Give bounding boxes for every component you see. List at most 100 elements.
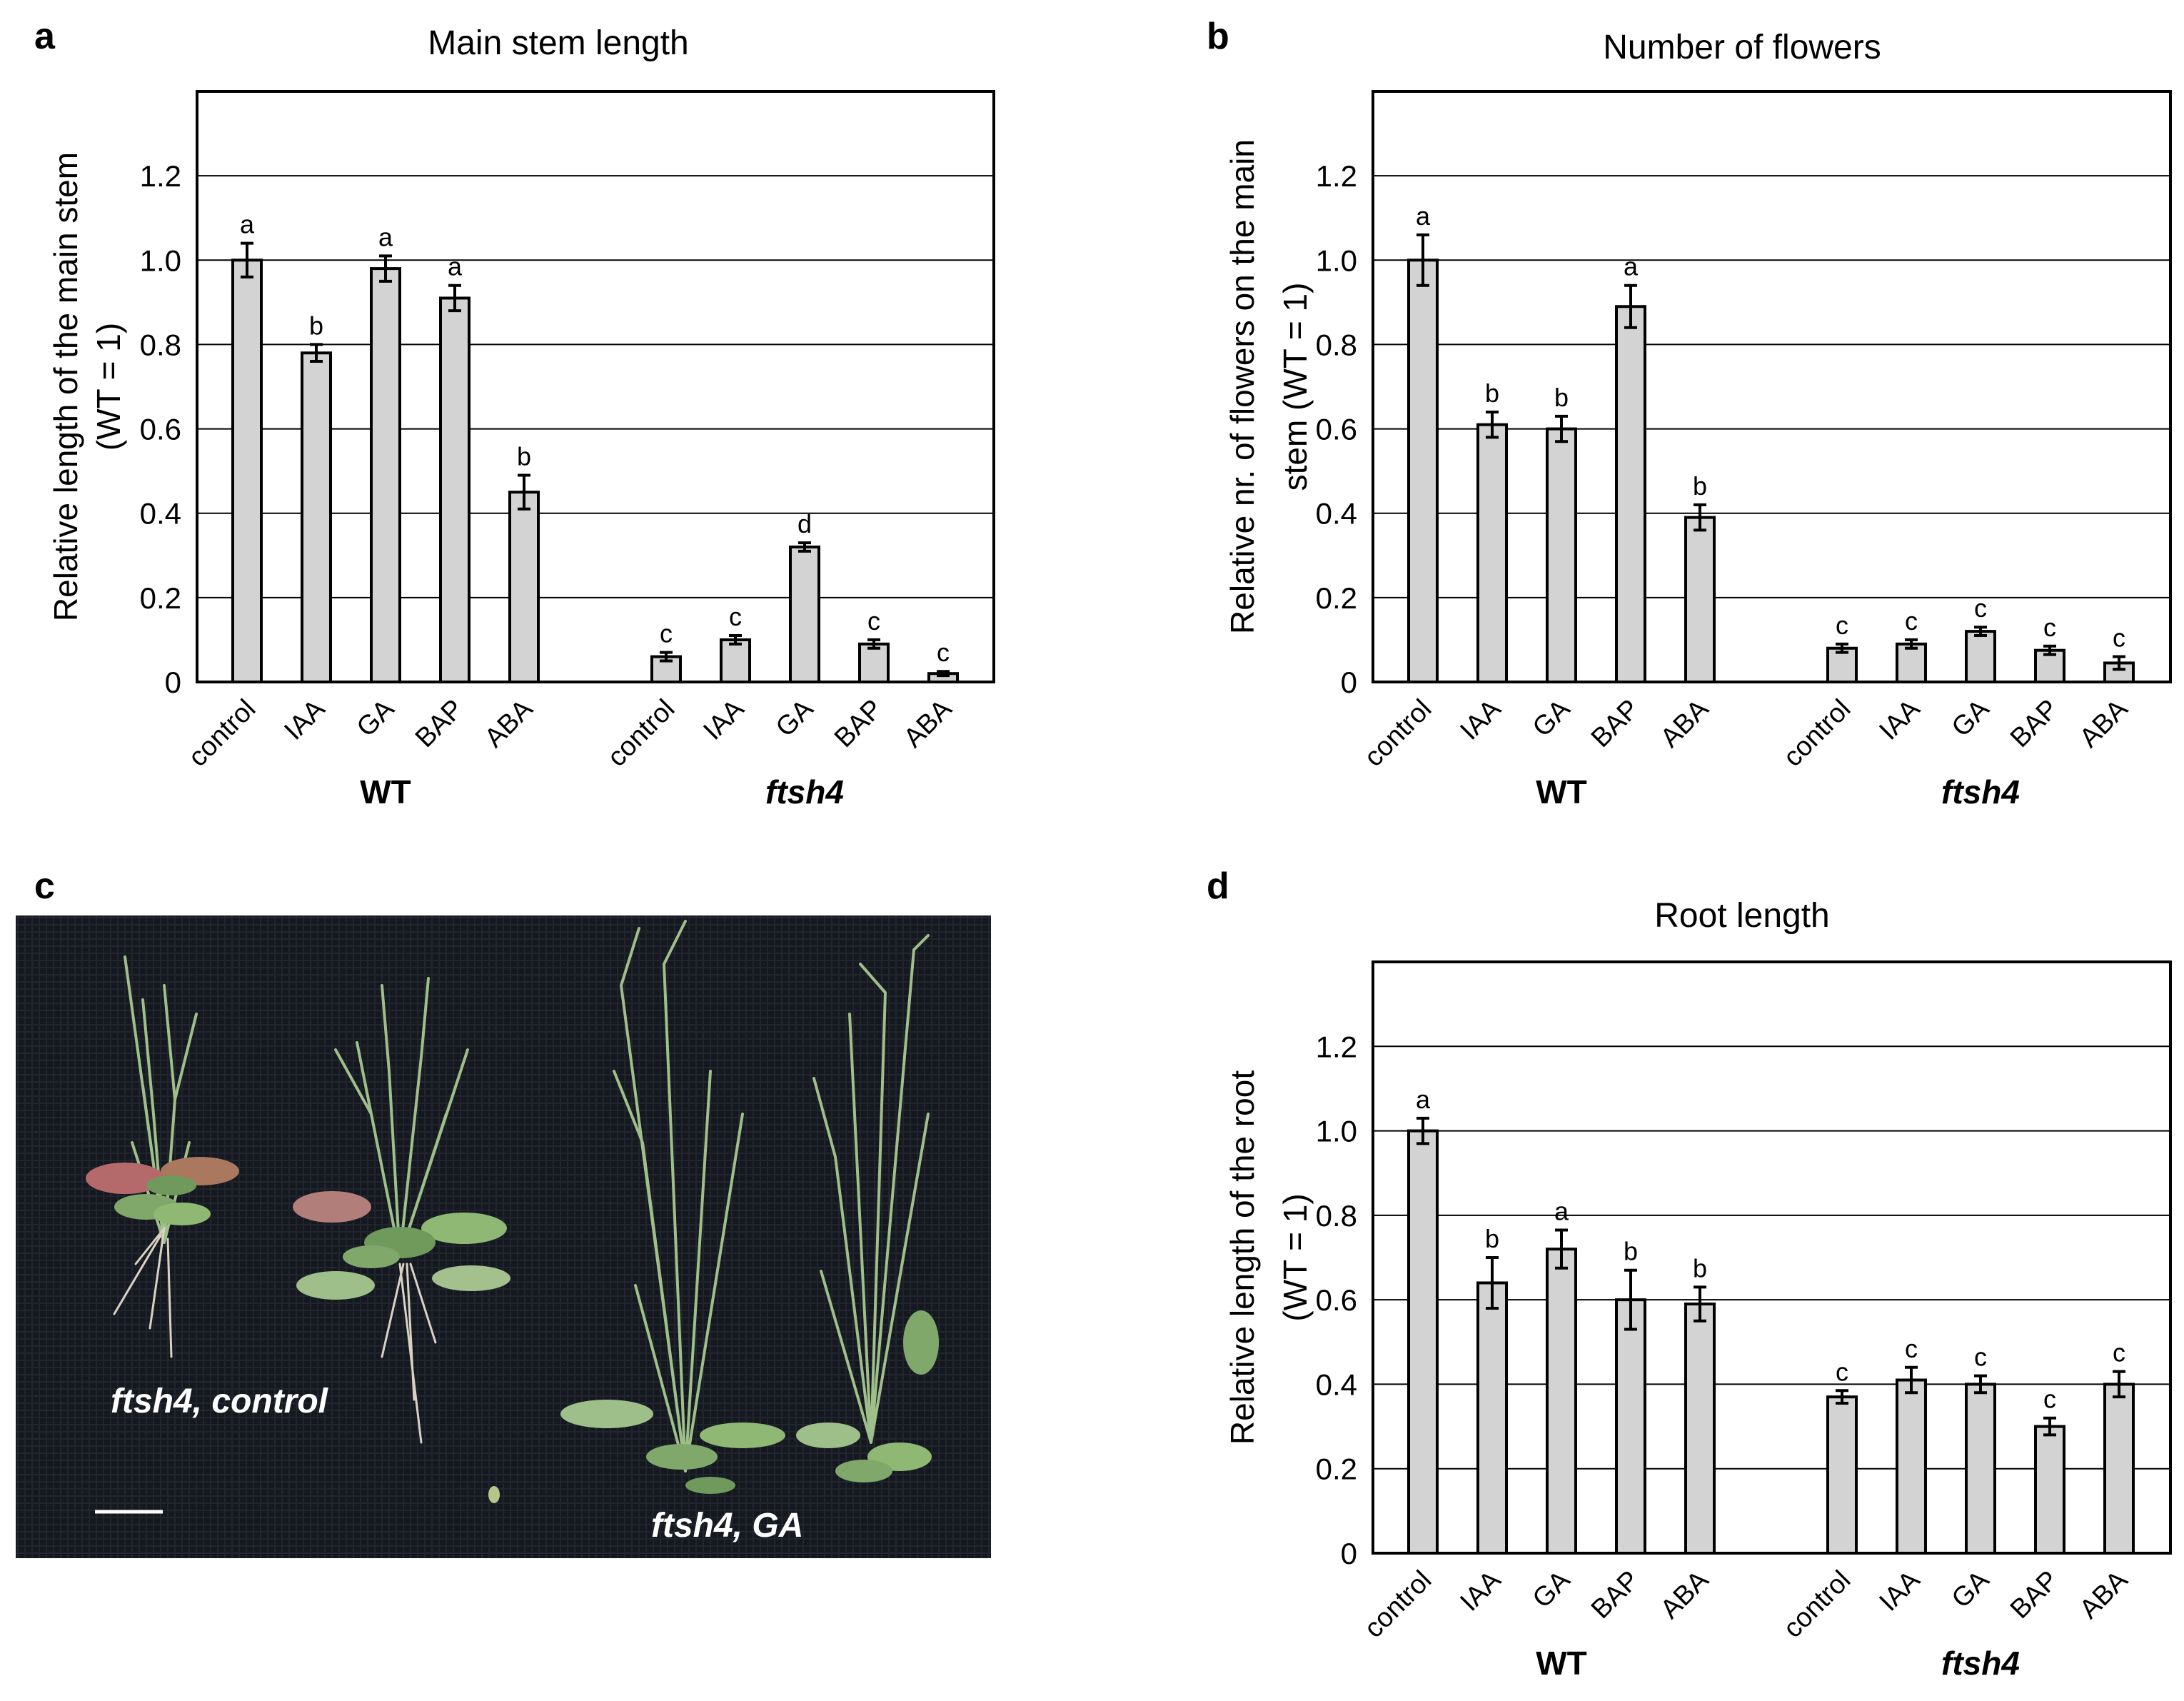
y-tick-label: 0.2	[1316, 581, 1357, 615]
significance-letter: d	[797, 509, 812, 538]
category-label: BAP	[2005, 694, 2064, 753]
bar	[858, 642, 890, 683]
significance-letter: c	[729, 602, 742, 631]
plot-frame	[1372, 90, 2172, 683]
significance-letter: c	[2113, 623, 2125, 653]
y-tick-label: 0	[165, 666, 181, 699]
y-tick-label: 0.6	[1316, 413, 1357, 446]
bar	[720, 638, 751, 684]
bar	[1826, 1395, 1858, 1555]
bar	[789, 545, 820, 683]
y-tick-label: 0.4	[1316, 1368, 1357, 1401]
panel-letter-d: d	[1207, 865, 1229, 907]
bar	[1615, 1298, 1646, 1555]
y-tick-label: 0.6	[140, 413, 181, 446]
y-axis-label: Relative length of the main stem	[47, 152, 84, 621]
bar	[1546, 427, 1577, 683]
significance-letter: a	[378, 222, 393, 251]
significance-letter: a	[240, 210, 255, 239]
plant-photograph: ftsh4, control ftsh4, GA	[16, 915, 991, 1558]
category-label: IAA	[278, 693, 331, 746]
category-label: IAA	[1454, 693, 1506, 746]
category-label: GA	[1527, 693, 1576, 743]
bar	[1546, 1248, 1577, 1555]
category-label: ABA	[479, 693, 539, 753]
category-label: IAA	[1454, 1565, 1506, 1617]
significance-letter: c	[937, 638, 950, 667]
significance-letter: c	[1905, 606, 1918, 636]
y-tick-label: 0.2	[1316, 1452, 1357, 1486]
y-tick-label: 1.2	[140, 159, 181, 193]
y-tick-label: 0	[1341, 1537, 1357, 1570]
bar	[1615, 305, 1646, 683]
category-label: GA	[770, 693, 820, 743]
y-axis-label: stem (WT = 1)	[1277, 283, 1314, 491]
panel-letter-a: a	[34, 16, 56, 57]
y-tick-label: 0.4	[1316, 497, 1357, 531]
significance-letter: b	[1554, 383, 1569, 412]
group-label: WT	[360, 773, 411, 811]
bar	[1476, 423, 1508, 684]
significance-letter: c	[2043, 613, 2056, 642]
bar	[231, 259, 263, 683]
bar	[508, 491, 540, 684]
photo-label-ftsh4-control: ftsh4, control	[111, 1383, 329, 1420]
group-label: ftsh4	[1941, 1645, 2020, 1682]
y-tick-label: 1.0	[140, 244, 181, 277]
number-of-flowers-chart: Number of flowers 0 0.2 0.4 0.6 0.8 1.0 1.2 Rela…	[1224, 29, 2172, 811]
photo-label-ftsh4-ga: ftsh4, GA	[651, 1507, 803, 1545]
significance-letter: a	[1416, 1085, 1431, 1114]
bar	[439, 296, 470, 683]
bar	[1684, 516, 1716, 683]
bar	[301, 351, 332, 683]
bar	[1896, 1378, 1927, 1555]
significance-letter: b	[1624, 1237, 1638, 1266]
significance-letter: a	[1554, 1197, 1569, 1226]
significance-letter: b	[309, 311, 323, 340]
category-label: control	[1778, 694, 1856, 773]
panel-letter-b: b	[1207, 16, 1229, 57]
category-label: ABA	[898, 693, 958, 753]
bar	[1407, 259, 1439, 683]
main-stem-length-chart: Main stem length 0 0.2 0.4 0.6 0.8 1.0 1.2 Relat…	[47, 24, 995, 811]
plant-ftsh4-control-1	[86, 955, 239, 1358]
plot-frame	[1372, 960, 2172, 1555]
category-label: GA	[1527, 1565, 1576, 1614]
category-label: control	[183, 694, 261, 773]
plant-ftsh4-ga-1	[560, 920, 785, 1494]
y-axis-label: (WT = 1)	[90, 323, 127, 451]
plant-ftsh4-ga-2	[796, 934, 939, 1482]
significance-letter: a	[1416, 201, 1431, 231]
y-tick-label: 0.4	[140, 497, 181, 531]
bar	[2034, 1425, 2065, 1555]
y-tick-label: 0.6	[1316, 1283, 1357, 1317]
y-tick-label: 0.2	[140, 581, 181, 615]
significance-letter: c	[1974, 1343, 1987, 1372]
category-label: ABA	[1655, 693, 1715, 753]
significance-letter: b	[1485, 1224, 1499, 1253]
bar	[2103, 1383, 2135, 1555]
category-label: IAA	[1873, 1565, 1926, 1617]
category-label: GA	[1946, 1565, 1996, 1614]
y-tick-label: 0.8	[1316, 328, 1357, 361]
bar	[1684, 1303, 1716, 1555]
y-tick-label: 0.8	[140, 328, 181, 361]
significance-letter: c	[1836, 1357, 1848, 1386]
category-label: control	[602, 694, 680, 773]
group-label: WT	[1536, 1645, 1587, 1682]
significance-letter: c	[1836, 611, 1848, 640]
category-label: BAP	[829, 694, 888, 753]
significance-letter: c	[2043, 1385, 2056, 1414]
significance-letter: b	[1693, 1253, 1707, 1283]
y-tick-label: 1.2	[1316, 1030, 1357, 1063]
group-label: WT	[1536, 773, 1587, 811]
y-axis-label: Relative nr. of flowers on the main	[1224, 139, 1261, 634]
significance-letter: b	[1485, 378, 1499, 408]
category-label: ABA	[1655, 1565, 1715, 1625]
plot-frame	[196, 90, 995, 683]
significance-letter: c	[2113, 1338, 2125, 1368]
significance-letter: a	[1624, 252, 1639, 281]
chart-title: Main stem length	[428, 24, 689, 62]
category-label: GA	[351, 693, 401, 743]
